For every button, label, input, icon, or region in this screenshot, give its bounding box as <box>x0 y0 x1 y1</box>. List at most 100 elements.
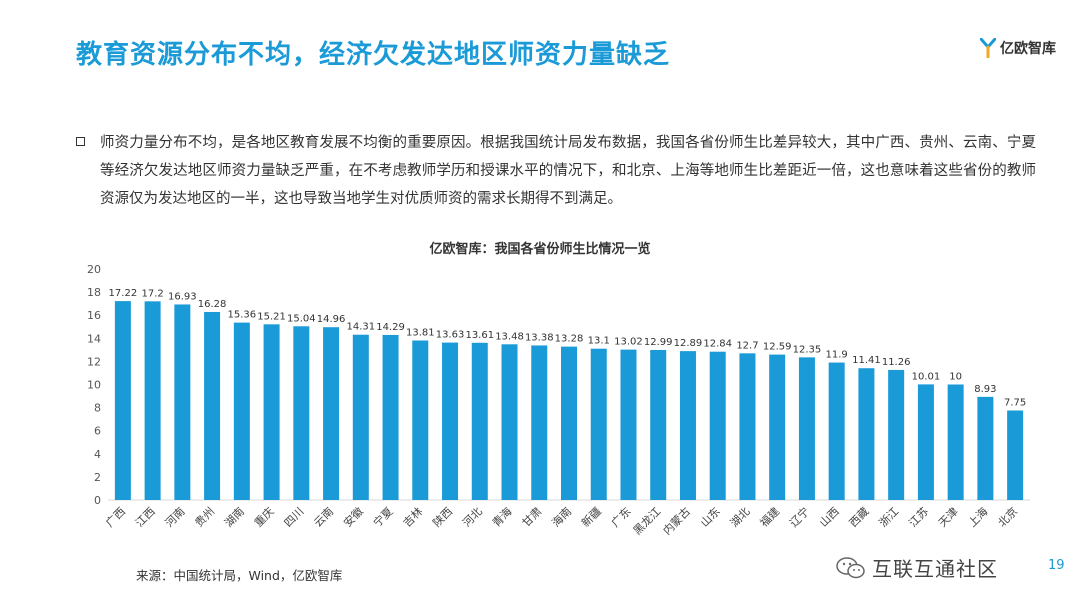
data-label: 13.61 <box>465 330 494 341</box>
x-tick-label: 西藏 <box>847 505 872 530</box>
bar-27 <box>917 384 934 500</box>
x-tick-label: 重庆 <box>251 504 276 529</box>
y-tick-label: 20 <box>87 263 101 276</box>
y-tick-label: 6 <box>94 425 101 438</box>
data-label: 12.99 <box>644 337 673 348</box>
x-tick-label: 江苏 <box>906 505 931 530</box>
x-tick-label: 北京 <box>995 504 1020 529</box>
data-label: 11.9 <box>826 350 848 361</box>
source-note: 来源：中国统计局，Wind，亿欧智库 <box>136 568 343 583</box>
x-tick-label: 福建 <box>757 504 782 529</box>
bar-22 <box>769 354 786 500</box>
data-label: 15.04 <box>287 313 316 324</box>
data-label: 13.81 <box>406 327 435 338</box>
page-title: 教育资源分布不均，经济欠发达地区师资力量缺乏 <box>76 40 671 70</box>
x-tick-label: 甘肃 <box>520 505 545 530</box>
brand-logo: 亿欧智库 <box>980 38 1056 58</box>
x-tick-label: 安徽 <box>340 504 365 529</box>
bar-28 <box>947 384 964 500</box>
x-tick-label: 辽宁 <box>787 504 812 529</box>
watermark-text: 互联互通社区 <box>872 557 998 581</box>
data-label: 13.1 <box>588 336 610 347</box>
x-tick-label: 海南 <box>549 504 574 529</box>
data-label: 11.26 <box>882 357 911 368</box>
x-tick-label: 新疆 <box>578 504 603 529</box>
x-tick-label: 河北 <box>460 505 485 530</box>
x-tick-label: 河南 <box>163 505 188 530</box>
bar-12 <box>471 342 488 500</box>
square-bullet-icon <box>76 137 85 146</box>
bar-2 <box>174 304 191 500</box>
bar-11 <box>442 342 459 500</box>
data-label: 13.38 <box>525 332 554 343</box>
bar-15 <box>561 346 577 500</box>
bar-1 <box>144 301 161 500</box>
x-tick-label: 湖北 <box>728 505 753 530</box>
x-tick-label: 四川 <box>282 505 307 530</box>
y-tick-label: 10 <box>87 379 101 392</box>
bar-3 <box>204 311 221 500</box>
y-tick-label: 14 <box>87 332 101 345</box>
x-tick-label: 云南 <box>311 505 336 530</box>
y-tick-label: 2 <box>94 471 101 484</box>
wechat-icon <box>836 556 865 578</box>
bar-8 <box>352 334 369 500</box>
bar-26 <box>888 369 905 500</box>
x-tick-label: 江西 <box>133 505 158 530</box>
bar-9 <box>382 334 399 500</box>
bar-4 <box>233 322 250 500</box>
bar-23 <box>798 357 815 500</box>
logo-text: 亿欧智库 <box>1000 41 1056 57</box>
bar-13 <box>501 344 518 500</box>
bar-25 <box>858 368 875 500</box>
data-label: 13.48 <box>495 331 524 342</box>
data-label: 13.02 <box>614 337 643 348</box>
x-tick-label: 上海 <box>965 504 990 529</box>
bar-0 <box>114 301 131 500</box>
x-tick-label: 陕西 <box>430 504 455 529</box>
watermark: 互联互通社区 <box>836 553 998 582</box>
chart-title: 亿欧智库：我国各省份师生比情况一览 <box>429 242 651 257</box>
y-tick-label: 12 <box>87 355 101 368</box>
x-tick-label: 天津 <box>936 505 961 530</box>
data-label: 7.75 <box>1004 397 1026 408</box>
data-label: 11.41 <box>852 355 881 366</box>
bar-20 <box>709 351 726 500</box>
bar-7 <box>323 327 340 500</box>
data-label: 12.89 <box>674 338 703 349</box>
x-tick-label: 广东 <box>609 505 634 530</box>
x-tick-label: 山西 <box>817 505 842 530</box>
bar-6 <box>293 326 310 500</box>
x-tick-label: 青海 <box>489 504 514 529</box>
data-label: 14.31 <box>346 322 375 333</box>
data-label: 17.2 <box>141 288 163 299</box>
y-tick-label: 8 <box>94 402 101 415</box>
bar-14 <box>531 345 548 500</box>
x-tick-label: 山东 <box>698 505 723 530</box>
data-label: 15.36 <box>228 310 257 321</box>
bar-10 <box>412 340 429 500</box>
yiou-logo-icon <box>980 38 996 58</box>
x-tick-label: 广西 <box>103 505 128 530</box>
data-label: 12.7 <box>736 340 758 351</box>
intro-section: 师资力量分布不均，是各地区教育发展不均衡的重要原因。根据我国统计局发布数据，我国… <box>76 129 1036 213</box>
bar-30 <box>1007 410 1024 500</box>
data-label: 14.96 <box>317 314 346 325</box>
data-label: 8.93 <box>974 384 996 395</box>
x-tick-label: 黑龙江 <box>631 505 664 538</box>
x-tick-label: 宁夏 <box>370 504 395 529</box>
x-tick-label: 贵州 <box>192 505 217 530</box>
page-number: 19 <box>1048 558 1065 573</box>
data-label: 17.22 <box>109 288 138 299</box>
data-label: 10.01 <box>912 371 941 382</box>
bar-24 <box>828 362 845 500</box>
x-tick-label: 浙江 <box>877 505 902 530</box>
y-tick-label: 0 <box>94 494 101 507</box>
data-label: 13.63 <box>436 330 465 341</box>
data-label: 16.93 <box>168 291 197 302</box>
y-tick-label: 18 <box>87 286 101 299</box>
data-label: 14.29 <box>376 322 405 333</box>
bar-5 <box>263 324 280 500</box>
x-tick-label: 吉林 <box>400 504 425 529</box>
